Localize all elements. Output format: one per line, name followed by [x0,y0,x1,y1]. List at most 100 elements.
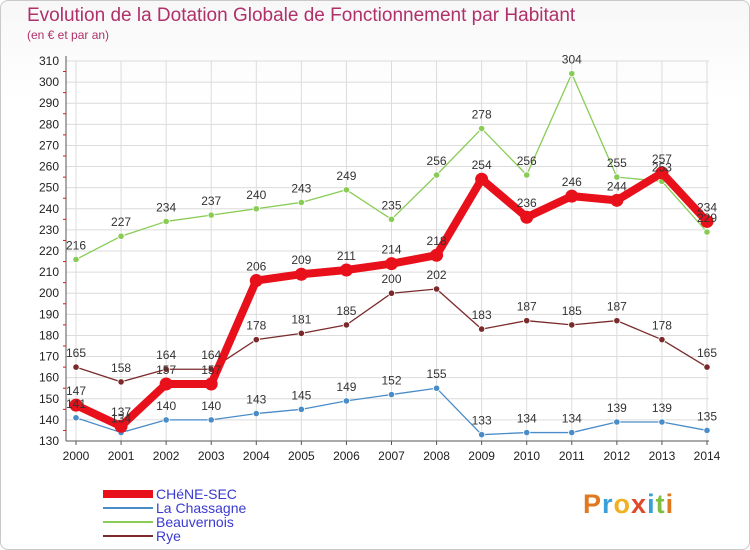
data-label-la-chassagne: 141 [66,397,86,411]
data-label-rye: 178 [246,319,266,333]
proxiti-logo: Proxiti [583,489,674,520]
data-point-la-chassagne [568,428,576,437]
data-point-beauvernois [252,205,260,213]
logo-letter: t [655,489,666,519]
data-point-ch-ne-sec [655,166,669,180]
x-tick-label: 2004 [243,449,270,463]
data-label-rye: 181 [291,312,311,326]
data-point-beauvernois [432,171,441,179]
data-point-la-chassagne [613,418,621,426]
data-point-beauvernois [703,228,711,236]
data-label-ch-ne-sec: 246 [562,175,582,189]
x-tick-label: 2012 [604,449,631,463]
data-point-rye [252,336,260,344]
data-label-ch-ne-sec: 254 [472,158,492,172]
data-point-rye [162,365,170,373]
data-point-beauvernois [72,255,80,264]
data-label-beauvernois: 234 [156,200,176,214]
x-tick-label: 2006 [333,449,360,463]
data-point-la-chassagne [432,384,441,392]
data-point-rye [523,317,531,325]
logo-letter: P [583,489,603,519]
data-point-rye [703,363,711,371]
data-point-beauvernois [613,173,621,181]
data-label-rye: 183 [472,308,492,322]
data-label-la-chassagne: 133 [472,414,492,428]
x-tick-label: 2005 [288,449,315,463]
data-label-beauvernois: 256 [427,154,447,168]
y-tick-label: 200 [39,286,59,300]
y-tick-label: 290 [39,96,59,110]
data-point-ch-ne-sec [700,214,714,228]
data-label-beauvernois: 255 [607,156,627,170]
data-point-la-chassagne [162,416,170,424]
data-label-ch-ne-sec: 257 [652,152,672,166]
data-label-rye: 185 [562,304,582,318]
data-label-beauvernois: 227 [111,215,131,229]
x-tick-label: 2014 [694,449,721,463]
data-label-rye: 202 [427,268,447,282]
data-point-beauvernois [342,186,351,194]
data-label-beauvernois: 243 [291,181,311,195]
data-label-ch-ne-sec: 157 [201,363,221,377]
data-label-rye: 187 [517,300,537,314]
data-point-ch-ne-sec [520,210,534,224]
y-tick-label: 130 [39,434,59,448]
data-label-ch-ne-sec: 211 [337,249,356,263]
data-point-ch-ne-sec [385,257,398,271]
data-label-ch-ne-sec: 137 [111,405,131,419]
data-label-rye: 164 [201,348,221,362]
logo-letter: o [613,489,632,519]
chart-title: Evolution de la Dotation Globale de Fonc… [27,5,576,26]
data-point-ch-ne-sec [610,193,624,207]
y-tick-label: 180 [39,328,59,342]
data-point-la-chassagne [658,418,666,426]
y-tick-label: 220 [39,244,59,258]
data-label-rye: 185 [336,304,356,318]
data-point-rye [117,378,125,386]
data-label-beauvernois: 253 [652,160,672,174]
data-point-rye [658,336,666,344]
data-label-ch-ne-sec: 218 [427,234,447,248]
x-tick-label: 2008 [423,449,450,463]
y-tick-label: 280 [39,117,59,131]
data-label-rye: 165 [697,346,717,360]
data-point-la-chassagne [703,426,711,435]
data-point-beauvernois [297,198,305,207]
legend-label-rye: Rye [156,528,181,544]
data-label-rye: 200 [381,272,401,286]
data-label-beauvernois: 216 [66,238,86,252]
data-label-la-chassagne: 139 [652,401,672,415]
y-tick-label: 250 [39,181,59,195]
x-tick-label: 2010 [513,449,540,463]
data-point-la-chassagne [478,431,486,439]
data-point-ch-ne-sec [339,263,353,277]
y-tick-label: 270 [39,138,59,152]
data-label-beauvernois: 249 [336,169,356,183]
y-tick-label: 170 [39,350,59,364]
data-label-la-chassagne: 134 [111,412,131,426]
data-label-rye: 165 [66,346,86,360]
data-label-beauvernois: 235 [381,198,401,212]
data-point-rye [478,325,486,333]
data-point-ch-ne-sec [204,377,218,391]
y-tick-label: 300 [39,75,59,89]
x-tick-label: 2001 [108,449,135,463]
data-point-rye [297,329,305,337]
data-point-ch-ne-sec [69,398,83,412]
data-label-rye: 158 [111,361,131,375]
data-point-la-chassagne [207,416,215,424]
data-label-beauvernois: 240 [246,188,266,202]
y-tick-label: 310 [39,54,59,68]
data-point-ch-ne-sec [475,172,489,186]
data-point-ch-ne-sec [565,189,579,203]
data-label-ch-ne-sec: 209 [291,253,311,267]
x-tick-label: 2000 [63,449,90,463]
data-point-rye [613,317,621,325]
data-point-la-chassagne [523,428,531,437]
data-label-ch-ne-sec: 236 [517,196,537,210]
x-tick-label: 2003 [198,449,225,463]
data-point-la-chassagne [297,405,305,413]
y-tick-label: 260 [39,160,59,174]
data-label-beauvernois: 278 [472,108,492,122]
